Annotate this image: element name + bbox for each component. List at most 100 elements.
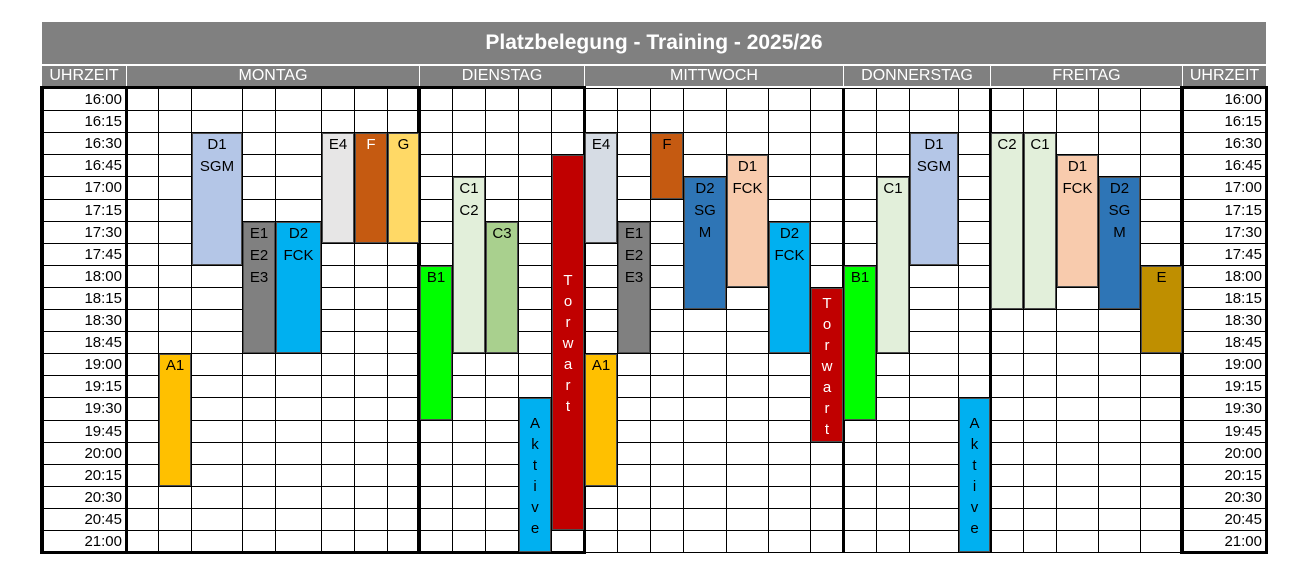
grid-row-line xyxy=(42,442,1266,443)
grid-row-line xyxy=(42,375,1266,376)
time-label-right: 17:15 xyxy=(1224,201,1262,219)
time-label-right: 19:30 xyxy=(1224,399,1262,417)
header-uhrzeit-right: UHRZEIT xyxy=(1182,66,1266,86)
grid-column-line xyxy=(125,88,128,552)
time-label-right: 19:00 xyxy=(1224,355,1262,373)
time-label-right: 20:45 xyxy=(1224,510,1262,528)
grid-column-line xyxy=(958,88,959,552)
grid-row-line xyxy=(42,132,1266,133)
training-block-b1: B1 xyxy=(844,266,876,420)
time-label-left: 21:00 xyxy=(84,532,122,550)
time-label-right: 16:00 xyxy=(1224,90,1262,108)
time-label-left: 17:45 xyxy=(84,245,122,263)
time-label-right: 20:15 xyxy=(1224,466,1262,484)
training-block-e: E xyxy=(1141,266,1182,353)
training-block-e1-e2-e3: E1 E2 E3 xyxy=(243,222,275,353)
grid-row-line xyxy=(42,309,1266,310)
time-label-right: 16:45 xyxy=(1224,156,1262,174)
time-label-left: 18:00 xyxy=(84,267,122,285)
time-label-right: 20:30 xyxy=(1224,488,1262,506)
grid-column-line xyxy=(1098,88,1099,552)
grid-column-line xyxy=(158,88,159,552)
training-block-a1: A1 xyxy=(585,354,617,486)
time-label-right: 17:00 xyxy=(1224,178,1262,196)
training-block-d1-sgm: D1 SGM xyxy=(910,133,958,265)
grid-column-line xyxy=(191,88,192,552)
training-block-d2-fck: D2 FCK xyxy=(276,222,321,353)
grid-row-line xyxy=(42,265,1266,266)
time-label-right: 18:45 xyxy=(1224,333,1262,351)
training-block-f: F xyxy=(651,133,683,199)
training-block-b1: B1 xyxy=(420,266,452,420)
grid-column-line xyxy=(842,88,845,552)
grid-column-line xyxy=(726,88,727,552)
time-label-left: 18:45 xyxy=(84,333,122,351)
grid-column-line xyxy=(242,88,243,552)
grid-column-line xyxy=(551,88,552,552)
time-label-right: 19:45 xyxy=(1224,422,1262,440)
grid-column-line xyxy=(909,88,910,552)
time-label-right: 16:30 xyxy=(1224,134,1262,152)
training-block-c1: C1 xyxy=(877,177,909,353)
grid-column-line xyxy=(321,88,322,552)
grid-row-line xyxy=(42,88,1266,89)
training-block-d1-sgm: D1 SGM xyxy=(192,133,242,265)
training-block-g: G xyxy=(388,133,419,243)
grid-row-line xyxy=(42,243,1266,244)
grid-column-line xyxy=(518,88,519,552)
time-label-right: 16:15 xyxy=(1224,112,1262,130)
header-day-mittwoch: MITTWOCH xyxy=(584,66,843,86)
time-label-left: 20:45 xyxy=(84,510,122,528)
time-label-left: 20:15 xyxy=(84,466,122,484)
time-label-left: 19:00 xyxy=(84,355,122,373)
header-uhrzeit-left: UHRZEIT xyxy=(42,66,126,86)
training-block-c3: C3 xyxy=(486,222,518,353)
grid-column-line xyxy=(810,88,811,552)
grid-row-line xyxy=(42,464,1266,465)
time-label-left: 16:30 xyxy=(84,134,122,152)
training-block-e4: E4 xyxy=(585,133,617,243)
training-block-torwart: T o r w a r t xyxy=(552,155,584,530)
training-block-d2-sgm: D2 SG M xyxy=(684,177,726,309)
grid-row-line xyxy=(42,199,1266,200)
training-block-d2-fck: D2 FCK xyxy=(769,222,810,353)
training-block-d2-sgm: D2 SG M xyxy=(1099,177,1140,309)
time-label-left: 17:15 xyxy=(84,201,122,219)
grid-row-line xyxy=(42,287,1266,288)
grid-column-line xyxy=(1140,88,1141,552)
time-label-left: 18:30 xyxy=(84,311,122,329)
training-block-d1-fck: D1 FCK xyxy=(727,155,768,287)
header-day-montag: MONTAG xyxy=(126,66,419,86)
grid-column-line xyxy=(768,88,769,552)
grid-row-line xyxy=(42,508,1266,509)
grid-column-line xyxy=(650,88,651,552)
training-block-a1: A1 xyxy=(159,354,191,486)
grid-column-line xyxy=(387,88,388,552)
grid-column-line xyxy=(876,88,877,552)
time-label-left: 16:45 xyxy=(84,156,122,174)
grid-column-line xyxy=(452,88,453,552)
time-label-right: 17:45 xyxy=(1224,245,1262,263)
grid-row-line xyxy=(42,397,1266,398)
training-block-torwart: T o r w a r t xyxy=(811,288,843,442)
time-label-right: 18:00 xyxy=(1224,267,1262,285)
time-label-left: 18:15 xyxy=(84,289,122,307)
grid-row-line xyxy=(42,110,1266,111)
grid-column-line xyxy=(989,88,992,552)
header-day-dienstag: DIENSTAG xyxy=(419,66,584,86)
time-label-left: 20:30 xyxy=(84,488,122,506)
header-day-donnerstag: DONNERSTAG xyxy=(843,66,990,86)
grid-row-line xyxy=(42,530,1266,531)
time-label-left: 16:00 xyxy=(84,90,122,108)
time-label-right: 18:30 xyxy=(1224,311,1262,329)
time-label-left: 19:45 xyxy=(84,422,122,440)
training-block-f: F xyxy=(355,133,387,243)
time-label-right: 17:30 xyxy=(1224,223,1262,241)
training-block-aktive: A k t i v e xyxy=(959,398,990,552)
time-label-right: 18:15 xyxy=(1224,289,1262,307)
training-block-d1-fck: D1 FCK xyxy=(1057,155,1098,287)
grid-column-line xyxy=(1023,88,1024,552)
time-label-left: 20:00 xyxy=(84,444,122,462)
time-label-left: 17:00 xyxy=(84,178,122,196)
